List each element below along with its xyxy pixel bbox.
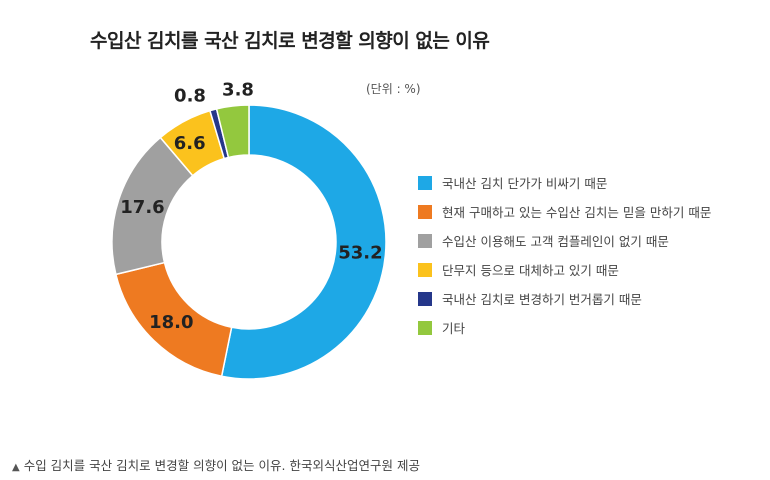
legend-item: 현재 구매하고 있는 수입산 김치는 믿을 만하기 때문 <box>418 197 711 226</box>
legend-swatch <box>418 320 432 335</box>
legend-label: 수입산 이용해도 고객 컴플레인이 없기 때문 <box>442 234 669 249</box>
legend-swatch <box>418 262 432 277</box>
caption-text: 수입 김치를 국산 김치로 변경할 의향이 없는 이유. 한국외식산업연구원 제… <box>23 458 420 473</box>
legend-swatch <box>418 233 432 248</box>
value-label: 53.2 <box>338 243 382 264</box>
legend-item: 기타 <box>418 313 711 342</box>
value-label: 6.6 <box>174 133 206 154</box>
unit-label: (단위 : %) <box>366 82 421 96</box>
donut-slice <box>220 104 387 380</box>
value-label: 17.6 <box>120 197 164 218</box>
donut-chart: 53.2 18.0 17.6 6.6 0.8 3.8 <box>111 80 387 380</box>
value-label: 0.8 <box>174 86 206 107</box>
value-label: 18.0 <box>149 312 193 333</box>
legend-item: 단무지 등으로 대체하고 있기 때문 <box>418 255 711 284</box>
value-label: 3.8 <box>222 80 254 101</box>
legend-label: 국내산 김치로 변경하기 번거롭기 때문 <box>442 292 642 307</box>
legend-swatch <box>418 291 432 306</box>
caption-marker: ▲ <box>12 462 20 473</box>
legend-item: 국내산 김치 단가가 비싸기 때문 <box>418 168 711 197</box>
legend-label: 국내산 김치 단가가 비싸기 때문 <box>442 176 608 191</box>
legend-label: 기타 <box>442 321 466 336</box>
legend-item: 국내산 김치로 변경하기 번거롭기 때문 <box>418 284 711 313</box>
legend-item: 수입산 이용해도 고객 컴플레인이 없기 때문 <box>418 226 711 255</box>
legend-label: 단무지 등으로 대체하고 있기 때문 <box>442 263 619 278</box>
figure-caption: ▲ 수입 김치를 국산 김치로 변경할 의향이 없는 이유. 한국외식산업연구원 … <box>12 455 420 474</box>
donut-slice <box>215 104 250 159</box>
legend-label: 현재 구매하고 있는 수입산 김치는 믿을 만하기 때문 <box>442 205 712 220</box>
legend: 국내산 김치 단가가 비싸기 때문 현재 구매하고 있는 수입산 김치는 믿을 … <box>418 168 711 342</box>
chart-title: 수입산 김치를 국산 김치로 변경할 의향이 없는 이유 <box>90 30 490 52</box>
legend-swatch <box>418 175 432 190</box>
legend-swatch <box>418 204 432 219</box>
